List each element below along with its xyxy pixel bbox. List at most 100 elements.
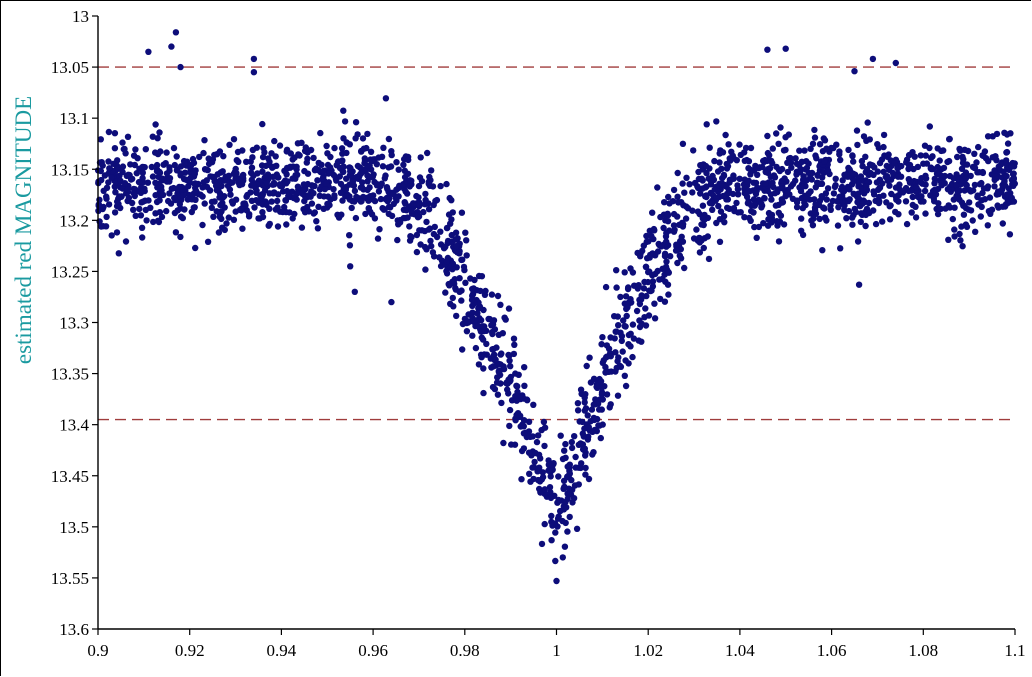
data-point bbox=[889, 169, 897, 177]
data-point bbox=[805, 160, 812, 167]
data-point bbox=[436, 254, 443, 261]
data-point bbox=[561, 543, 569, 550]
data-point bbox=[243, 158, 250, 165]
data-point bbox=[678, 233, 685, 240]
data-point bbox=[159, 191, 167, 199]
data-point bbox=[651, 315, 659, 322]
data-point bbox=[971, 150, 978, 157]
data-point bbox=[945, 236, 952, 243]
data-point bbox=[696, 249, 704, 256]
data-point bbox=[686, 181, 693, 188]
data-point bbox=[581, 394, 588, 401]
data-point bbox=[171, 194, 178, 202]
data-point bbox=[753, 234, 760, 241]
data-point bbox=[471, 276, 478, 284]
data-point bbox=[108, 232, 115, 239]
data-point bbox=[340, 163, 347, 170]
data-point bbox=[480, 389, 487, 397]
data-point bbox=[630, 335, 638, 342]
data-point bbox=[586, 354, 593, 361]
data-point bbox=[966, 199, 973, 206]
data-point bbox=[326, 164, 334, 171]
data-point bbox=[119, 185, 126, 192]
data-point bbox=[166, 175, 174, 182]
data-point bbox=[986, 194, 994, 201]
data-point bbox=[469, 309, 476, 316]
data-point bbox=[744, 188, 752, 195]
data-point bbox=[719, 149, 727, 156]
data-point bbox=[772, 202, 780, 209]
data-point bbox=[449, 209, 456, 216]
data-point bbox=[262, 173, 269, 181]
data-point bbox=[255, 215, 262, 222]
data-point bbox=[664, 218, 672, 225]
data-point bbox=[156, 168, 163, 176]
data-point bbox=[762, 180, 769, 187]
data-point bbox=[339, 197, 346, 204]
data-point bbox=[801, 199, 808, 206]
data-point bbox=[960, 211, 968, 218]
data-point bbox=[956, 145, 963, 153]
data-point bbox=[319, 175, 327, 182]
data-point bbox=[243, 207, 250, 214]
data-point bbox=[866, 209, 873, 217]
data-point bbox=[216, 148, 224, 155]
data-point bbox=[598, 341, 605, 348]
data-point bbox=[699, 215, 706, 222]
data-point bbox=[304, 155, 311, 162]
data-point bbox=[296, 152, 303, 159]
x-tick-label: 1.08 bbox=[908, 641, 938, 660]
data-point bbox=[780, 147, 788, 154]
data-point bbox=[643, 232, 650, 240]
data-point bbox=[462, 229, 469, 236]
data-point bbox=[764, 132, 771, 140]
data-point bbox=[976, 169, 983, 176]
data-point bbox=[638, 292, 645, 299]
data-point bbox=[958, 199, 966, 206]
data-point bbox=[152, 192, 159, 199]
data-point bbox=[914, 163, 922, 171]
data-point bbox=[324, 193, 332, 200]
data-point bbox=[469, 285, 476, 293]
data-point bbox=[683, 174, 690, 181]
data-point bbox=[708, 200, 716, 207]
data-point bbox=[771, 174, 779, 181]
data-point bbox=[596, 406, 603, 413]
data-point bbox=[142, 146, 149, 153]
data-point bbox=[659, 265, 666, 272]
data-point bbox=[510, 335, 518, 342]
x-tick-label: 0.96 bbox=[358, 641, 388, 660]
data-point bbox=[138, 224, 146, 231]
data-point bbox=[124, 133, 132, 140]
data-point bbox=[568, 438, 575, 446]
data-point bbox=[343, 139, 350, 146]
data-point bbox=[416, 201, 424, 208]
data-point bbox=[515, 371, 522, 378]
data-point bbox=[452, 247, 459, 255]
data-point bbox=[855, 281, 863, 288]
data-point bbox=[906, 178, 914, 185]
data-point bbox=[953, 171, 960, 178]
data-point bbox=[775, 209, 782, 216]
data-point bbox=[141, 164, 148, 171]
data-point bbox=[907, 187, 915, 194]
data-point bbox=[506, 422, 513, 430]
data-point bbox=[734, 186, 742, 193]
data-point bbox=[121, 145, 128, 153]
data-point bbox=[413, 248, 421, 256]
data-point bbox=[510, 350, 518, 358]
data-point bbox=[753, 187, 760, 194]
data-point bbox=[869, 162, 876, 169]
data-point bbox=[651, 300, 658, 307]
y-tick-label: 13.6 bbox=[59, 620, 89, 639]
data-point bbox=[627, 343, 634, 350]
data-point bbox=[511, 341, 518, 348]
data-point bbox=[768, 196, 775, 203]
data-point bbox=[289, 175, 296, 182]
data-point bbox=[396, 219, 404, 226]
data-point bbox=[549, 466, 556, 473]
data-point bbox=[462, 279, 469, 286]
data-point bbox=[274, 191, 282, 198]
data-point bbox=[944, 186, 952, 193]
data-point bbox=[951, 204, 958, 211]
